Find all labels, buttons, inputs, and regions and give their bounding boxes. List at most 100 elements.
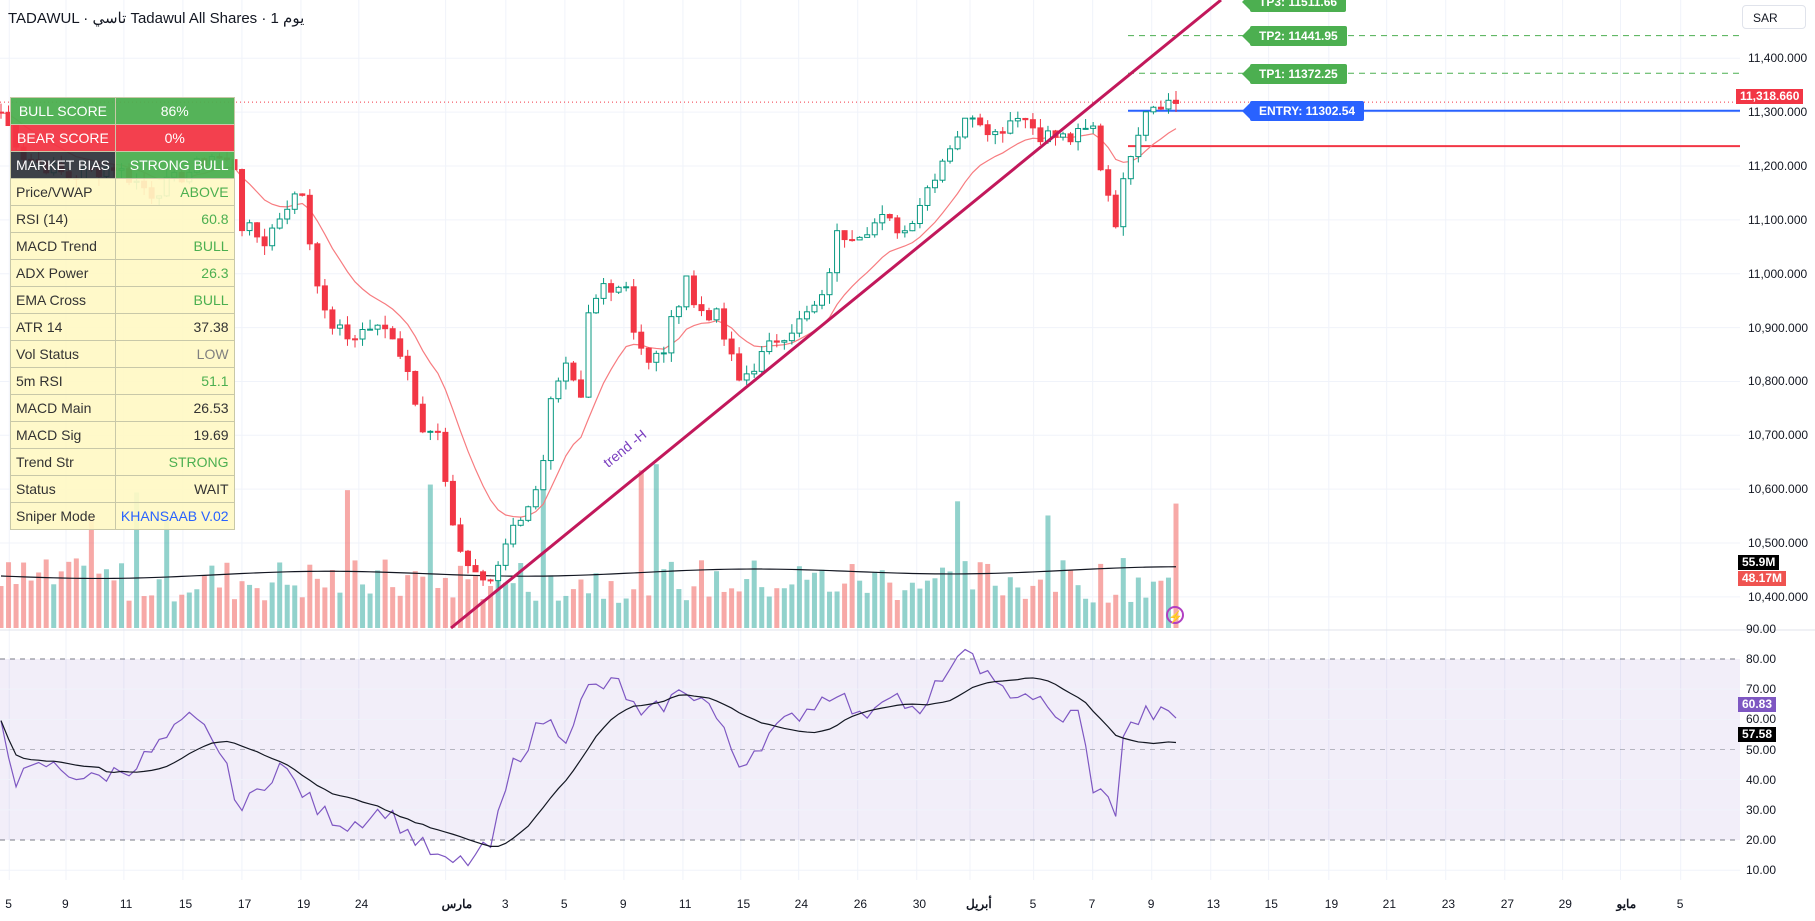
price-tick: 11,100.000	[1748, 212, 1808, 227]
candle-body	[818, 294, 825, 306]
candle-body	[336, 324, 343, 329]
time-tick: 26	[853, 897, 868, 911]
time-tick: 11	[119, 897, 133, 911]
candle-body	[434, 430, 441, 433]
indicator-row: Price/VWAP ABOVE	[10, 178, 235, 206]
rsi-tick: 20.00	[1746, 833, 1777, 848]
volume-bar	[706, 596, 712, 628]
volume-bar	[1007, 577, 1013, 628]
volume-bar	[329, 570, 335, 628]
time-tick: 3	[501, 897, 509, 911]
candle-body	[329, 309, 336, 329]
currency-selector[interactable]: SAR	[1742, 5, 1806, 29]
indicator-row: Trend Str STRONG	[10, 448, 235, 476]
volume-bar	[1120, 558, 1126, 628]
volume-bar	[714, 571, 720, 628]
volume-bar	[510, 583, 516, 628]
volume-bar	[1000, 595, 1006, 628]
bear-score-label: BEAR SCORE	[10, 124, 116, 152]
market-bias-value: STRONG BULL	[114, 151, 235, 179]
volume-bar	[1030, 585, 1036, 628]
volume-bar	[284, 584, 290, 628]
time-tick: 27	[1500, 897, 1515, 911]
volume-bar	[36, 572, 42, 628]
volume-bar	[66, 561, 72, 628]
candle-body	[690, 275, 697, 306]
candle-body	[419, 403, 426, 433]
volume-bar	[171, 601, 177, 628]
indicator-label: EMA Cross	[10, 286, 116, 314]
volume-bar	[149, 595, 155, 628]
volume-bar	[1105, 602, 1111, 628]
rsi-tick: 30.00	[1746, 802, 1777, 817]
volume-bar	[578, 579, 584, 628]
indicator-row: ADX Power 26.3	[10, 259, 235, 287]
volume-bar	[382, 559, 388, 628]
volume-bar	[503, 582, 509, 628]
volume-bar	[1060, 560, 1066, 628]
rsi-tick: 50.00	[1746, 742, 1777, 757]
indicator-row: MACD Sig 19.69	[10, 421, 235, 449]
volume-bar	[58, 571, 64, 628]
indicator-label: RSI (14)	[10, 205, 116, 233]
candle-body	[1142, 111, 1149, 136]
candle-body	[585, 312, 592, 398]
volume-ma-badge: 55.9M	[1738, 555, 1780, 570]
candle-body	[1150, 106, 1157, 113]
volume-bar	[661, 569, 667, 628]
volume-bar	[540, 488, 546, 628]
indicator-label: MACD Sig	[10, 421, 116, 449]
volume-bar	[405, 575, 411, 628]
candle-body	[1127, 156, 1134, 180]
volume-bar	[947, 571, 953, 628]
volume-bar	[247, 584, 253, 628]
candle-body	[931, 179, 938, 189]
volume-bar	[962, 561, 968, 628]
indicator-label: MACD Main	[10, 394, 116, 422]
volume-bar	[827, 591, 833, 628]
volume-bar	[691, 586, 697, 628]
candle-body	[728, 338, 735, 355]
candle-body	[1120, 178, 1127, 228]
volume-bar	[759, 587, 765, 628]
candle-body	[0, 111, 4, 114]
candle-body	[306, 194, 313, 245]
lightning-icon[interactable]: ⚡	[1166, 606, 1184, 624]
volume-bar	[894, 599, 900, 628]
candle-body	[1112, 194, 1119, 228]
volume-bar	[887, 582, 893, 628]
volume-bar	[774, 588, 780, 628]
volume-bar	[1083, 598, 1089, 628]
volume-bar	[457, 565, 463, 628]
symbol-title[interactable]: TADAWUL · تاسي Tadawul All Shares · 1 يو…	[8, 10, 305, 27]
candle-body	[321, 285, 328, 311]
volume-bar	[322, 587, 328, 628]
volume-bar	[638, 470, 644, 628]
volume-bar	[352, 560, 358, 628]
volume-bar	[668, 561, 674, 628]
volume-bar	[917, 588, 923, 628]
candle-body	[751, 370, 758, 375]
volume-bar	[940, 567, 946, 628]
volume-bar	[736, 591, 742, 628]
volume-bar	[435, 587, 441, 628]
volume-bar	[216, 587, 222, 628]
market-bias-row: MARKET BIAS STRONG BULL	[10, 151, 235, 179]
volume-bar	[1113, 594, 1119, 628]
indicator-label: Vol Status	[10, 340, 116, 368]
candle-body	[660, 352, 667, 355]
volume-bar	[616, 602, 622, 628]
candle-body	[781, 340, 788, 343]
candle-body	[1067, 133, 1074, 143]
entry-label: ENTRY: 11302.54	[1241, 101, 1365, 121]
volume-bar	[555, 600, 561, 628]
volume-bar	[819, 569, 825, 628]
candle-body	[502, 543, 509, 566]
volume-bar	[586, 593, 591, 628]
candle-body	[766, 340, 773, 353]
trendline	[450, 0, 1222, 630]
candle-body	[367, 328, 374, 331]
candle-body	[645, 347, 652, 363]
volume-badge: 48.17M	[1738, 571, 1787, 586]
